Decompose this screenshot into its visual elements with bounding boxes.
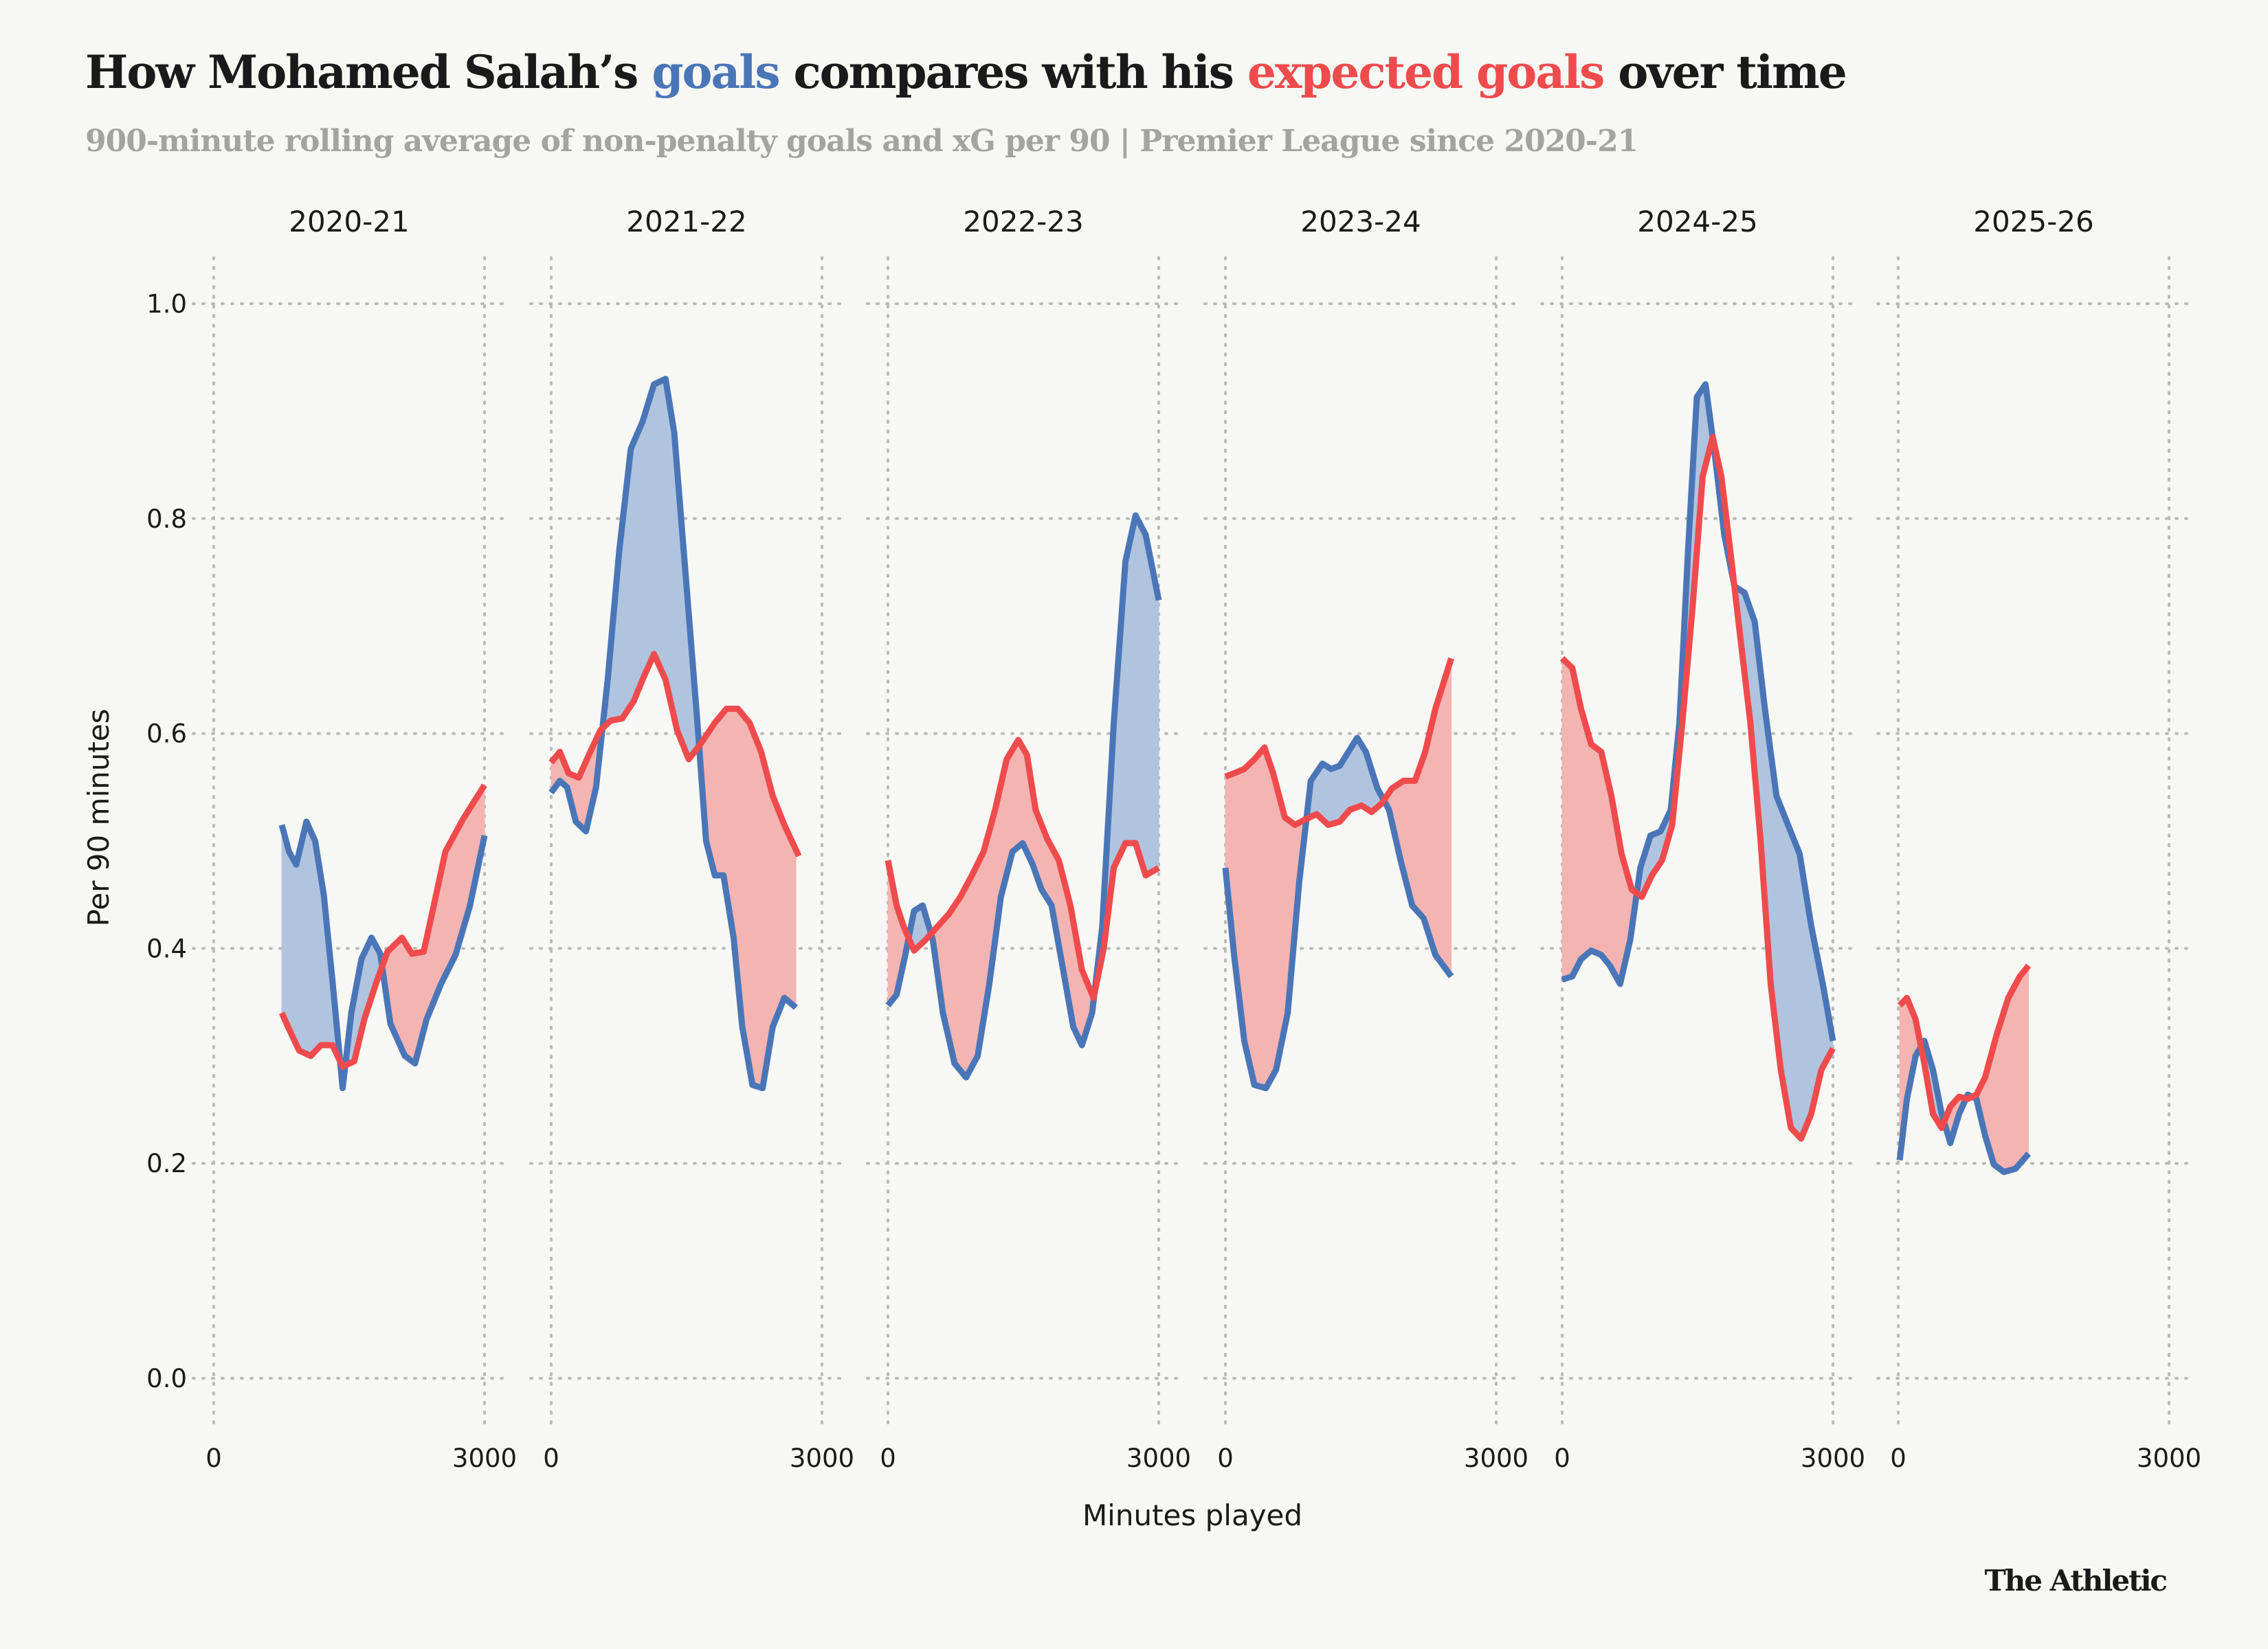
xg-above-fill	[966, 875, 972, 1078]
panel-title: 2022-23	[963, 205, 1084, 238]
xg-above-fill	[1561, 657, 1573, 980]
goals-line	[1561, 381, 1836, 1042]
x-tick-label: 3000	[1464, 1444, 1528, 1473]
x-tick-label: 3000	[790, 1444, 854, 1473]
goals-above-fill	[1790, 831, 1801, 1138]
y-tick-label: 0.6	[146, 719, 187, 749]
xg-above-fill	[2019, 965, 2030, 1165]
xg-above-fill	[714, 711, 724, 876]
xg-line	[548, 651, 802, 857]
panel-2025-26: 2025-26 0 3000	[1876, 205, 2201, 1473]
difference-fill	[887, 515, 1159, 1079]
xg-above-fill	[1265, 752, 1274, 1088]
difference-fill	[1225, 658, 1452, 1089]
xg-above-fill	[412, 952, 416, 1064]
goals-line	[1896, 1037, 2032, 1176]
the-athletic-logo: The Athletic	[1984, 1564, 2168, 1597]
x-tick-label: 0	[543, 1444, 559, 1473]
x-tick-label: 3000	[2137, 1444, 2201, 1473]
chart-subtitle: 900-minute rolling average of non-penalt…	[85, 124, 1638, 159]
title-part-1: How Mohamed Salah’s	[85, 45, 652, 99]
panel-title: 2023-24	[1300, 205, 1421, 238]
y-tick-label: 0.0	[146, 1364, 187, 1393]
xg-above-fill	[1412, 780, 1416, 910]
xg-above-fill	[404, 941, 413, 1062]
goals-above-fill	[310, 831, 315, 1057]
x-tick-label: 0	[1217, 1444, 1234, 1473]
panel-title: 2021-22	[626, 205, 747, 238]
xg-line	[1897, 963, 2032, 1132]
xg-line	[1224, 657, 1454, 829]
x-tick-label: 0	[205, 1444, 222, 1473]
title-goals: goals	[652, 45, 780, 99]
xg-above-fill	[2015, 976, 2021, 1170]
goals-line	[278, 818, 488, 1092]
panel-title: 2020-21	[289, 205, 410, 238]
title-part-2: compares with his	[779, 45, 1247, 99]
y-tick-label: 0.2	[146, 1149, 187, 1178]
title-xg: expected goals	[1247, 45, 1605, 99]
panel-2020-21: 2020-21 0 3000	[192, 205, 517, 1473]
goals-line	[548, 375, 798, 1092]
xg-above-fill	[1012, 739, 1019, 853]
goals-above-fill	[630, 442, 634, 707]
y-tick-label: 0.8	[146, 504, 187, 534]
xg-above-fill	[1254, 746, 1265, 1088]
y-tick-label: 1.0	[146, 289, 187, 319]
xg-above-fill	[772, 796, 785, 1027]
x-tick-label: 3000	[1801, 1444, 1865, 1473]
difference-fill	[551, 378, 797, 1089]
xg-above-fill	[2008, 984, 2016, 1171]
xg-line	[1559, 434, 1836, 1142]
xg-above-fill	[723, 708, 727, 894]
x-tick-label: 0	[880, 1444, 896, 1473]
panel-2022-23: 2022-23 0 3000	[866, 205, 1191, 1473]
goals-above-fill	[643, 384, 655, 677]
goals-above-fill	[306, 821, 311, 1057]
goals-above-fill	[1331, 765, 1340, 825]
panel-2021-22: 2021-22 0 3000	[529, 205, 854, 1473]
goals-above-fill	[1788, 824, 1792, 1128]
x-tick-label: 3000	[452, 1444, 517, 1473]
y-tick-label: 0.4	[146, 934, 187, 963]
panel-2024-25: 2024-25 0 3000	[1540, 205, 1865, 1473]
panel-2023-24: 2023-24 0 3000	[1203, 205, 1528, 1473]
panel-title: 2024-25	[1637, 205, 1758, 238]
xg-above-fill	[749, 722, 753, 1086]
xg-above-fill	[1018, 739, 1023, 848]
goals-above-fill	[289, 850, 297, 1045]
xg-above-fill	[401, 936, 405, 1057]
title-part-3: over time	[1603, 45, 1847, 99]
goals-line	[1222, 734, 1454, 1092]
x-tick-label: 0	[1554, 1444, 1570, 1473]
xg-above-fill	[971, 863, 979, 1067]
xg-line	[885, 737, 1161, 1001]
xg-above-fill	[954, 895, 961, 1072]
goals-above-fill	[654, 378, 666, 680]
goals-line	[885, 512, 1162, 1081]
xg-above-fill	[2003, 998, 2009, 1173]
y-axis-label: Per 90 minutes	[82, 708, 115, 926]
panel-title: 2025-26	[1973, 205, 2094, 238]
chart-title: How Mohamed Salah’s goals compares with …	[85, 45, 1847, 99]
xg-line	[278, 783, 487, 1070]
xg-above-fill	[752, 730, 761, 1088]
goals-above-fill	[1135, 515, 1146, 876]
x-tick-label: 3000	[1126, 1444, 1191, 1473]
goals-above-fill	[1322, 763, 1329, 826]
xg-above-fill	[1590, 743, 1602, 956]
x-tick-label: 0	[1890, 1444, 1906, 1473]
xg-above-fill	[1272, 773, 1277, 1075]
goals-above-fill	[633, 421, 643, 702]
x-axis-label: Minutes played	[1082, 1499, 1302, 1532]
goals-above-fill	[1328, 766, 1332, 826]
goals-above-fill	[296, 852, 300, 1051]
xg-above-fill	[959, 886, 967, 1079]
